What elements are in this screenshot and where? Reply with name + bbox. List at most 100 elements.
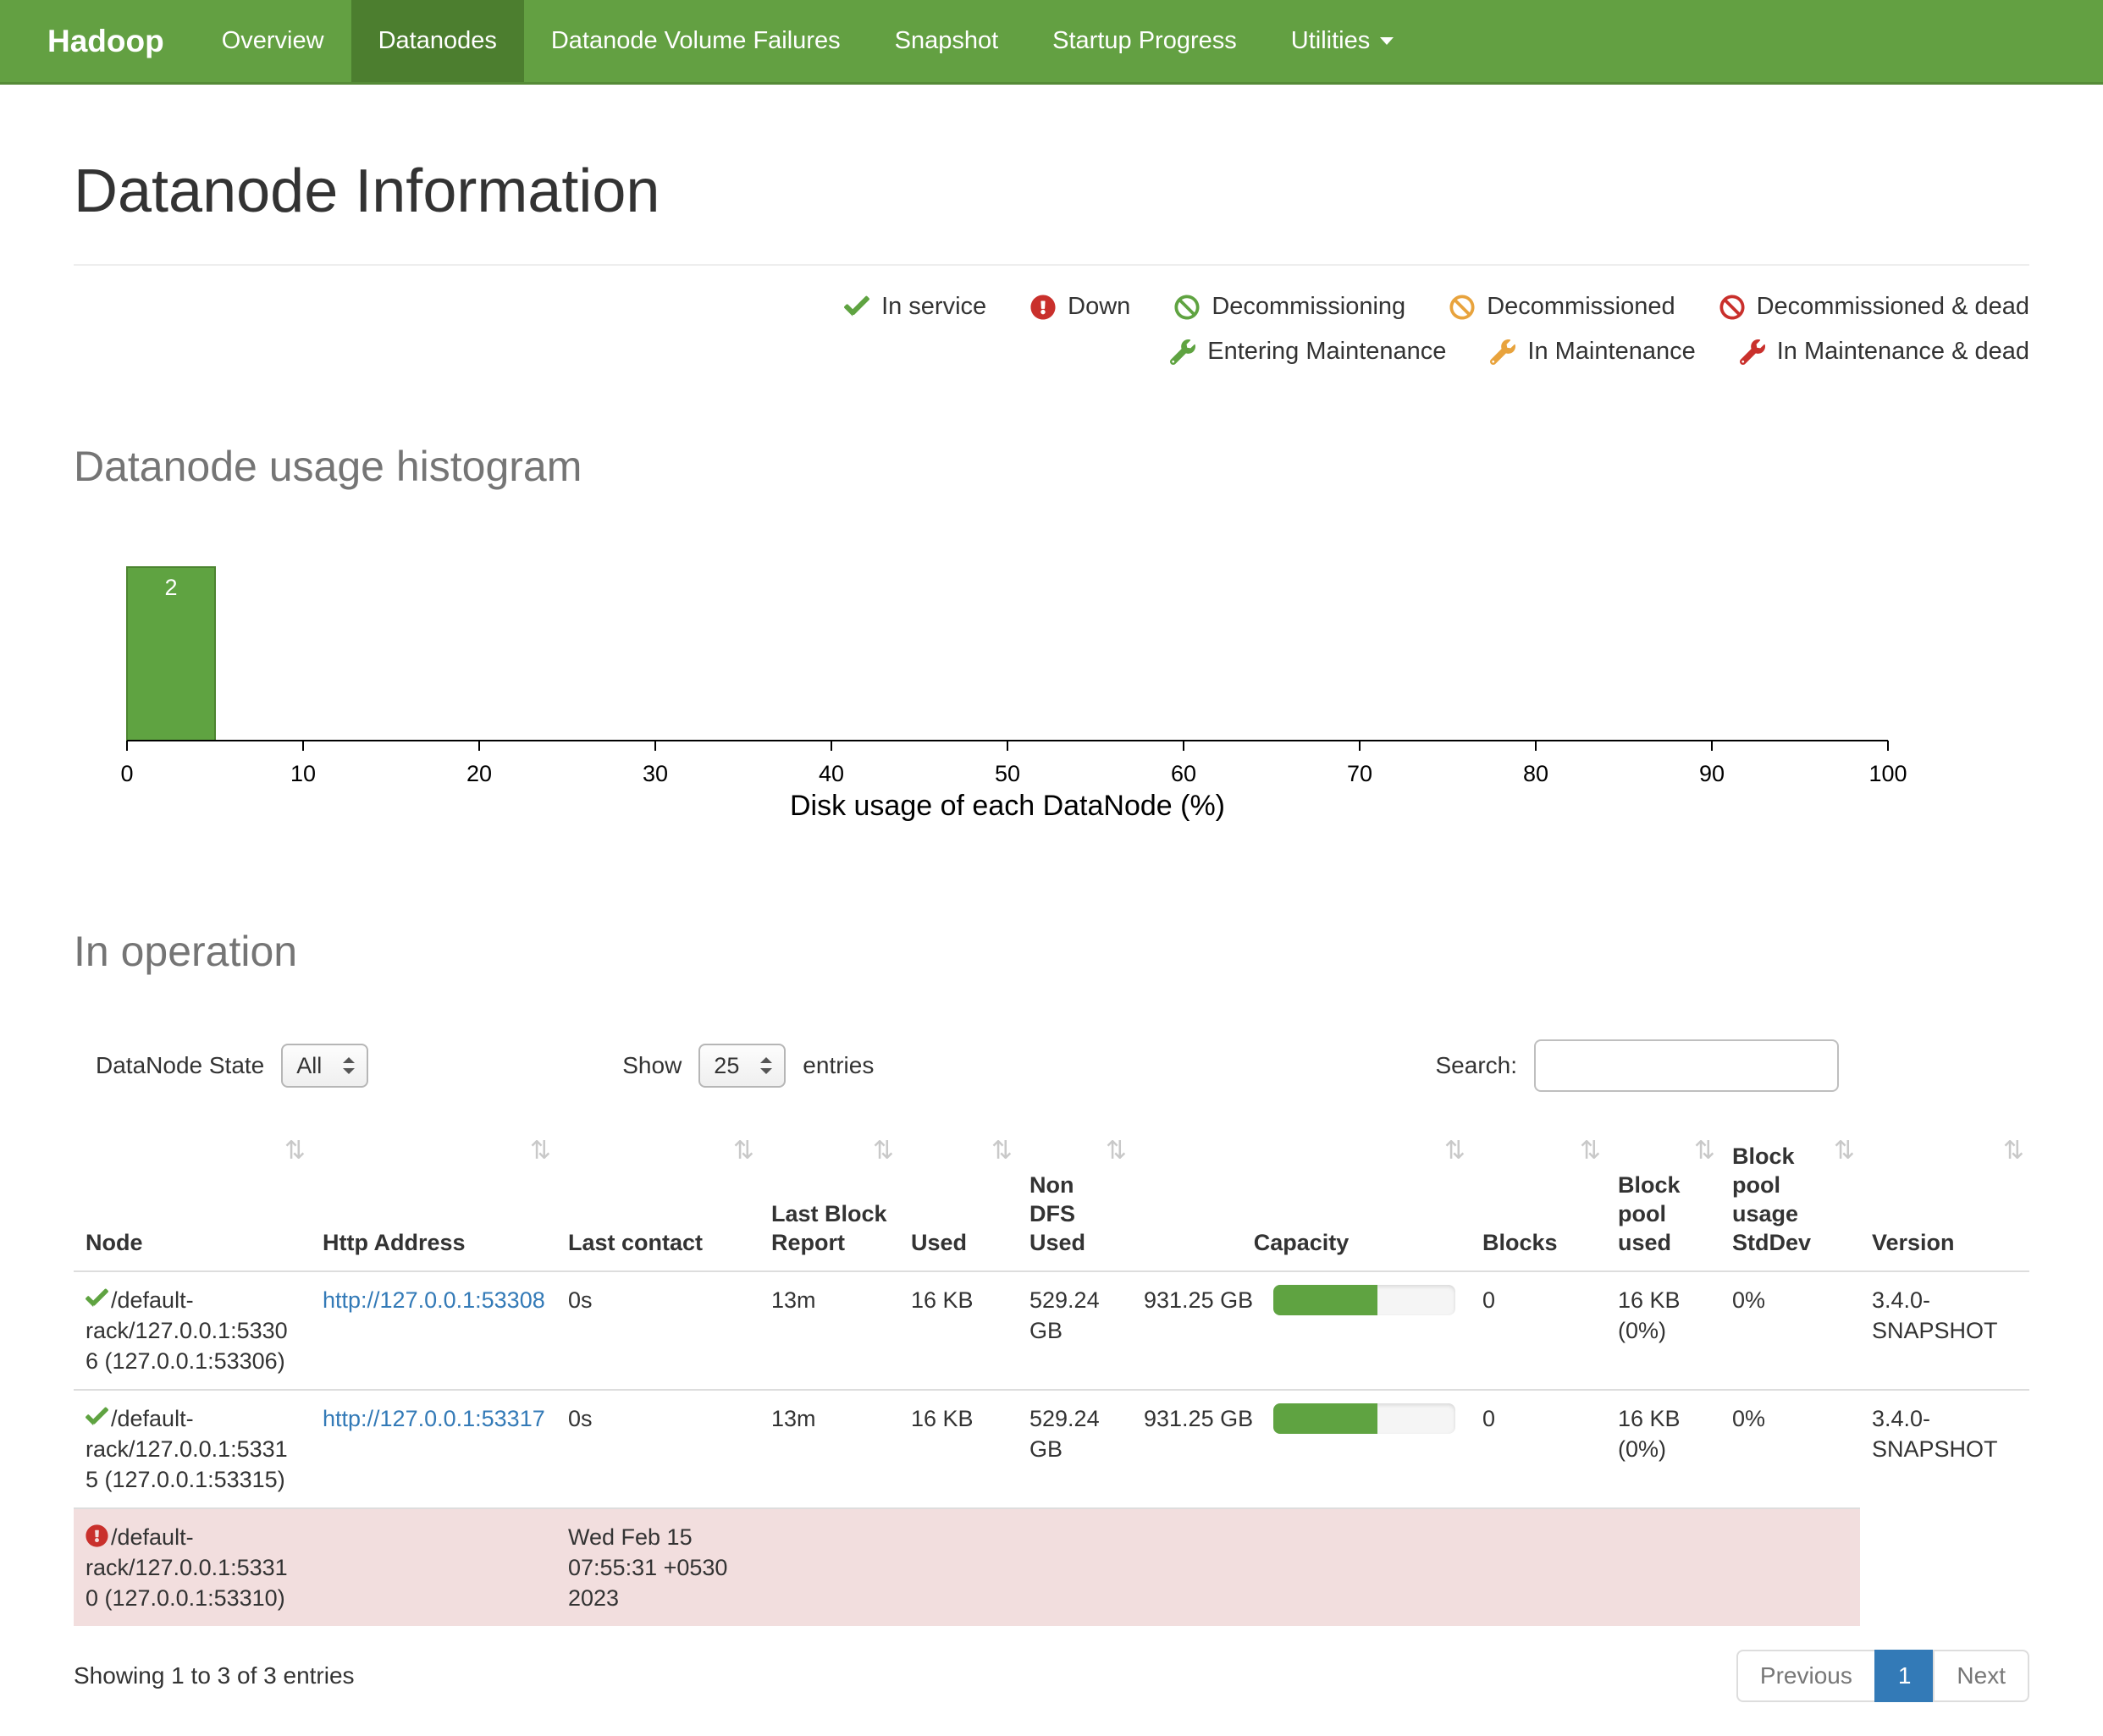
sort-icon[interactable]: ⇅ xyxy=(1693,1137,1715,1165)
block-pool-used-cell xyxy=(1606,1507,1720,1626)
sort-icon[interactable]: ⇅ xyxy=(732,1137,754,1165)
version-cell: 3.4.0-SNAPSHOT xyxy=(1860,1270,2029,1390)
legend-label: In Maintenance xyxy=(1527,338,1696,365)
divider xyxy=(74,264,2029,266)
col-header-http-address[interactable]: ⇅ Http Address xyxy=(311,1130,556,1272)
sort-icon[interactable]: ⇅ xyxy=(2002,1137,2024,1165)
search-input[interactable] xyxy=(1534,1039,1839,1092)
table-header-row: ⇅ Node ⇅ Http Address ⇅ Last contact ⇅ Last … xyxy=(74,1130,2029,1272)
last-contact-cell: 0s xyxy=(556,1270,759,1390)
svg-text:Disk usage of each DataNode (%: Disk usage of each DataNode (%) xyxy=(790,790,1225,822)
block-pool-usage-stddev-cell: 0% xyxy=(1720,1389,1860,1508)
col-header-blocks[interactable]: ⇅ Blocks xyxy=(1471,1130,1606,1272)
svg-text:90: 90 xyxy=(1699,761,1725,786)
svg-text:40: 40 xyxy=(819,761,844,786)
sort-icon[interactable]: ⇅ xyxy=(1105,1137,1127,1165)
wrench-icon xyxy=(1170,339,1195,365)
check-icon xyxy=(844,295,869,320)
nav-label: Overview xyxy=(221,27,324,54)
nav-item-datanode-volume-failures[interactable]: Datanode Volume Failures xyxy=(524,0,868,82)
col-header-block-pool-usage-stddev[interactable]: ⇅ Block pool usage StdDev xyxy=(1720,1130,1860,1272)
ban-icon xyxy=(1719,295,1745,320)
pagination: Previous 1 Next xyxy=(1736,1650,2029,1702)
wrench-icon xyxy=(1740,339,1765,365)
status-legend: In service Down Decommissioning Decommis… xyxy=(74,293,2029,366)
datanode-row-dead-53310: /default-rack/127.0.0.1:53310 (127.0.0.1… xyxy=(74,1507,2029,1626)
col-header-capacity[interactable]: ⇅ Capacity xyxy=(1132,1130,1471,1272)
node-cell: /default-rack/127.0.0.1:53310 (127.0.0.1… xyxy=(74,1507,311,1626)
navbar: Hadoop Overview Datanodes Datanode Volum… xyxy=(0,0,2103,85)
legend-label: Decommissioned & dead xyxy=(1756,293,2029,320)
col-header-node[interactable]: ⇅ Node xyxy=(74,1130,311,1272)
entries-label: entries xyxy=(803,1052,875,1078)
caret-down-icon xyxy=(1380,37,1394,45)
show-label: Show xyxy=(622,1052,682,1078)
pagination-next-button[interactable]: Next xyxy=(1933,1650,2029,1702)
pagination-page-1-button[interactable]: 1 xyxy=(1874,1650,1935,1702)
legend-row-1: In service Down Decommissioning Decommis… xyxy=(74,293,2029,321)
datanode-state-select[interactable]: All xyxy=(281,1044,369,1088)
entries-select[interactable]: 25 xyxy=(698,1044,787,1088)
col-header-last-contact[interactable]: ⇅ Last contact xyxy=(556,1130,759,1272)
col-header-used[interactable]: ⇅ Used xyxy=(899,1130,1018,1272)
col-header-version[interactable]: ⇅ Version xyxy=(1860,1130,2029,1272)
legend-decommissioned: Decommissioned xyxy=(1449,293,1675,321)
nav-item-overview[interactable]: Overview xyxy=(195,0,351,82)
sort-icon[interactable]: ⇅ xyxy=(1579,1137,1601,1165)
col-header-non-dfs-used[interactable]: ⇅ Non DFS Used xyxy=(1018,1130,1132,1272)
page-title: Datanode Information xyxy=(74,157,660,225)
brand-hadoop[interactable]: Hadoop xyxy=(47,23,164,58)
sort-icon[interactable]: ⇅ xyxy=(1833,1137,1855,1165)
nav-item-utilities[interactable]: Utilities xyxy=(1264,0,1421,82)
nav-item-snapshot[interactable]: Snapshot xyxy=(868,0,1026,82)
sort-icon[interactable]: ⇅ xyxy=(529,1137,551,1165)
block-pool-usage-stddev-cell xyxy=(1720,1507,1860,1626)
sort-icon[interactable]: ⇅ xyxy=(1443,1137,1465,1165)
search-label: Search: xyxy=(1435,1052,1518,1078)
legend-in-maintenance: In Maintenance xyxy=(1490,338,1696,366)
legend-decommissioned-dead: Decommissioned & dead xyxy=(1719,293,2029,321)
http-address-link[interactable]: http://127.0.0.1:53308 xyxy=(323,1287,545,1313)
last-contact-cell: 0s xyxy=(556,1389,759,1508)
node-cell: /default-rack/127.0.0.1:53306 (127.0.0.1… xyxy=(74,1270,311,1390)
nav-label: Utilities xyxy=(1290,27,1371,54)
http-address-cell: http://127.0.0.1:53317 xyxy=(311,1389,556,1508)
nav-item-datanodes[interactable]: Datanodes xyxy=(350,0,524,82)
entries-select-wrap: 25 xyxy=(698,1044,787,1088)
legend-label: Decommissioning xyxy=(1212,293,1406,320)
blocks-cell xyxy=(1471,1507,1606,1626)
svg-text:0: 0 xyxy=(120,761,133,786)
legend-decommissioning: Decommissioning xyxy=(1174,293,1405,321)
last-block-report-cell: 13m xyxy=(759,1270,899,1390)
ban-icon xyxy=(1449,295,1475,320)
sort-icon[interactable]: ⇅ xyxy=(284,1137,306,1165)
histogram-section-heading: Datanode usage histogram xyxy=(74,443,582,490)
nav-item-startup-progress[interactable]: Startup Progress xyxy=(1025,0,1264,82)
http-address-link[interactable]: http://127.0.0.1:53317 xyxy=(323,1406,545,1431)
block-pool-used-cell: 16 KB (0%) xyxy=(1606,1389,1720,1508)
exclamation-circle-icon xyxy=(1030,295,1056,320)
svg-text:100: 100 xyxy=(1868,761,1907,786)
svg-text:60: 60 xyxy=(1171,761,1196,786)
sort-icon[interactable]: ⇅ xyxy=(991,1137,1013,1165)
col-header-last-block-report[interactable]: ⇅ Last Block Report xyxy=(759,1130,899,1272)
nav-label: Snapshot xyxy=(894,27,999,54)
blocks-cell: 0 xyxy=(1471,1389,1606,1508)
svg-text:10: 10 xyxy=(290,761,316,786)
http-address-cell xyxy=(311,1507,556,1626)
col-header-block-pool-used[interactable]: ⇅ Block pool used xyxy=(1606,1130,1720,1272)
capacity-progress-bar xyxy=(1273,1403,1456,1434)
nav-label: Datanodes xyxy=(378,27,497,54)
pagination-previous-button[interactable]: Previous xyxy=(1736,1650,1876,1702)
block-pool-usage-stddev-cell: 0% xyxy=(1720,1270,1860,1390)
datanode-table: ⇅ Node ⇅ Http Address ⇅ Last contact ⇅ Last … xyxy=(74,1130,2029,1626)
table-summary: Showing 1 to 3 of 3 entries xyxy=(74,1662,355,1689)
legend-in-service: In service xyxy=(844,293,986,321)
sort-icon[interactable]: ⇅ xyxy=(872,1137,894,1165)
legend-label: In Maintenance & dead xyxy=(1776,338,2029,365)
legend-in-maintenance-dead: In Maintenance & dead xyxy=(1740,338,2029,366)
svg-text:20: 20 xyxy=(466,761,492,786)
state-filter: DataNode State All xyxy=(96,1044,369,1088)
non-dfs-used-cell: 529.24 GB xyxy=(1018,1389,1132,1508)
legend-label: Decommissioned xyxy=(1487,293,1675,320)
